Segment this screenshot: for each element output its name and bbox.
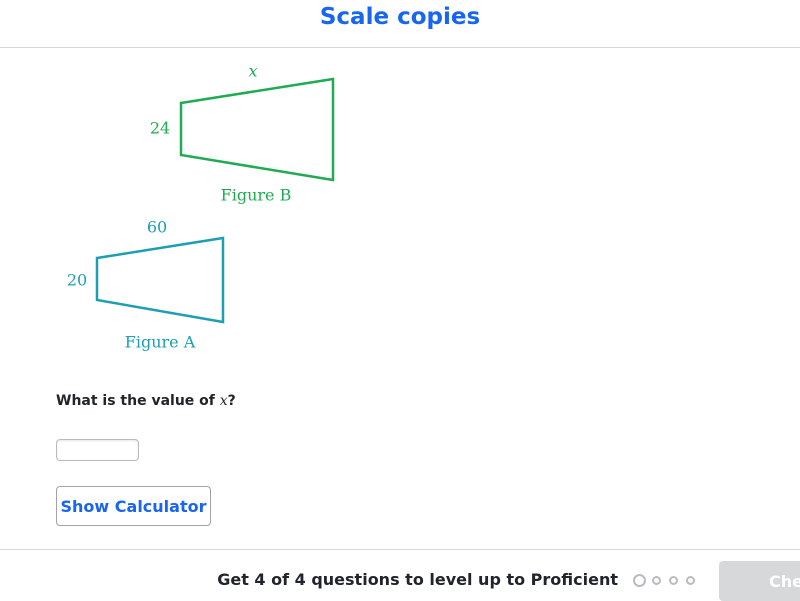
figure-a-shape [95, 236, 225, 324]
answer-input[interactable] [56, 439, 139, 461]
progress-dot [669, 576, 678, 585]
question-prefix: What is the value of [56, 393, 215, 409]
footer-divider [0, 549, 800, 550]
figure-b-shape [179, 77, 335, 182]
figure-a-caption: Figure A [125, 333, 196, 352]
header-title: Scale copies [319, 4, 481, 30]
progress-text: Get 4 of 4 questions to level up to Prof… [217, 570, 618, 589]
question: What is the value of x? [56, 393, 236, 409]
figure-a-top-label: 60 [147, 218, 167, 237]
figure-b-side-label: 24 [150, 119, 170, 138]
header-divider [0, 47, 800, 48]
progress-dot [652, 576, 661, 585]
question-suffix: ? [227, 393, 236, 409]
figure-a-side-label: 20 [67, 271, 87, 290]
figures: x 24 Figure B 60 20 Figure A [67, 62, 335, 352]
progress-dot [686, 576, 695, 585]
check-button[interactable]: Check [719, 561, 800, 601]
question-variable: x [219, 393, 228, 409]
figure-b-top-label: x [248, 62, 257, 81]
show-calculator-button[interactable]: Show Calculator [56, 486, 211, 526]
figure-b-caption: Figure B [221, 186, 292, 205]
progress-dot [633, 574, 646, 587]
